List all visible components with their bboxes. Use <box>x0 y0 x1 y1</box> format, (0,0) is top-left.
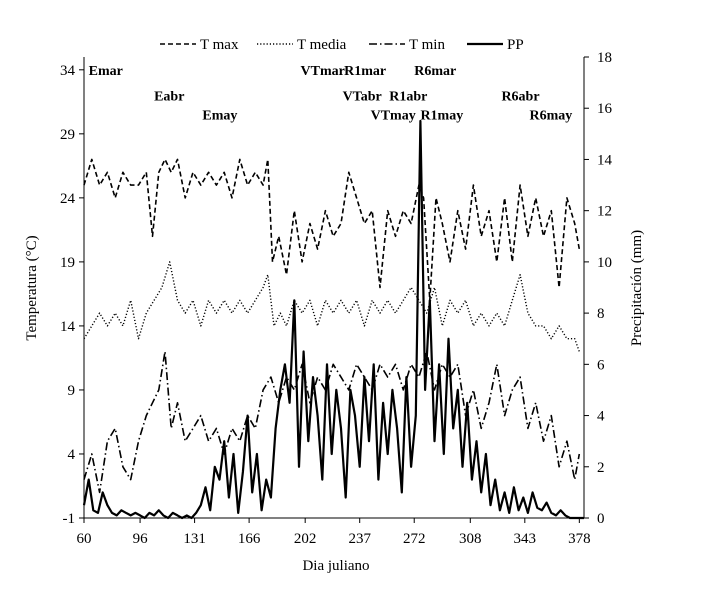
annotation-label: R1may <box>420 109 463 124</box>
annotation-label: Emay <box>202 109 237 124</box>
y-axis-left-title: Temperatura (°C) <box>24 235 40 340</box>
annotation-layer: Emar Eabr Emay VTmar R1mar VTabr R1abr R6mar VTm… <box>89 64 573 124</box>
y-axis-right-title: Precipitación (mm) <box>629 230 645 346</box>
y-right-tick-label: 16 <box>597 101 613 117</box>
y-left-tick-label: 19 <box>60 255 75 271</box>
y-left-tick-label: 14 <box>60 319 76 335</box>
legend-label: T max <box>200 37 239 53</box>
series-layer <box>82 119 584 520</box>
x-tick-label: 96 <box>133 531 149 547</box>
x-tick-label: 166 <box>238 531 261 547</box>
annotation-label: VTmay <box>371 109 416 124</box>
x-tick-label: 202 <box>294 531 317 547</box>
y-left-tick-label: 9 <box>68 383 76 399</box>
y-right-tick-label: 10 <box>597 255 612 271</box>
series-line-t-min <box>83 350 581 494</box>
legend-label: PP <box>507 37 524 53</box>
legend-label: T media <box>297 37 347 53</box>
annotation-label: R6may <box>529 109 572 124</box>
x-tick-label: 131 <box>183 531 206 547</box>
y-right-tick-label: 2 <box>597 460 605 476</box>
x-tick-label: 343 <box>514 531 537 547</box>
annotation-label: R1mar <box>344 64 386 79</box>
series-line-pp <box>82 119 584 520</box>
x-tick-label: 308 <box>459 531 482 547</box>
annotation-label: R1abr <box>389 89 427 104</box>
y-left-tick-label: -1 <box>63 511 76 527</box>
x-tick-label: 378 <box>568 531 591 547</box>
x-tick-label: 60 <box>77 531 92 547</box>
annotation-label: VTabr <box>343 89 382 104</box>
annotation-label: VTmar <box>301 64 345 79</box>
x-axis-title: Dia juliano <box>302 558 369 574</box>
series-line-t-media <box>83 261 580 352</box>
axes-layer: 60 96 131 166 202 237 272 308 343 378-14914192429… <box>60 50 613 547</box>
annotation-label: Eabr <box>154 89 184 104</box>
annotation-label: R6mar <box>414 64 456 79</box>
y-left-tick-label: 34 <box>60 63 76 79</box>
legend-label: T min <box>409 37 445 53</box>
series-line-t-max <box>83 158 581 302</box>
y-right-tick-label: 6 <box>597 357 605 373</box>
y-right-tick-label: 14 <box>597 152 613 168</box>
y-right-tick-label: 18 <box>597 50 612 66</box>
annotation-label: R6abr <box>501 89 539 104</box>
y-left-tick-label: 4 <box>68 447 76 463</box>
x-tick-label: 237 <box>348 531 371 547</box>
y-right-tick-label: 4 <box>597 409 605 425</box>
annotation-label: Emar <box>89 64 123 79</box>
legend: T max T media T min PP <box>160 37 524 53</box>
y-left-tick-label: 29 <box>60 127 75 143</box>
y-right-tick-label: 0 <box>597 511 605 527</box>
x-tick-label: 272 <box>403 531 426 547</box>
y-right-tick-label: 12 <box>597 204 612 220</box>
y-left-tick-label: 24 <box>60 191 76 207</box>
y-right-tick-label: 8 <box>597 306 605 322</box>
